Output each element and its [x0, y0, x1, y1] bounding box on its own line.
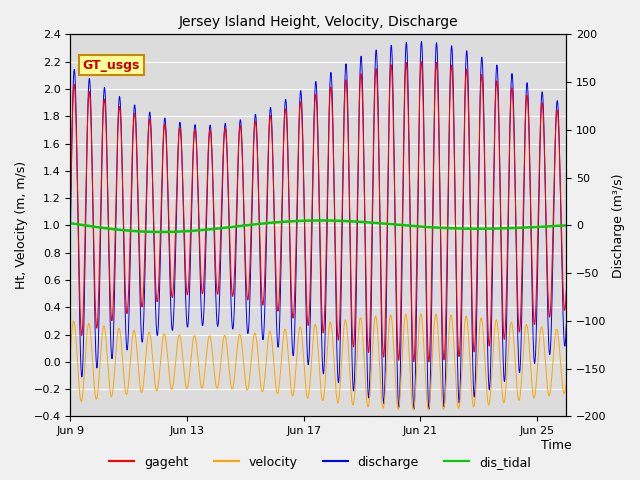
- Title: Jersey Island Height, Velocity, Discharge: Jersey Island Height, Velocity, Discharg…: [179, 15, 458, 29]
- Text: Time: Time: [541, 439, 572, 452]
- Text: GT_usgs: GT_usgs: [83, 59, 140, 72]
- Y-axis label: Discharge (m³/s): Discharge (m³/s): [612, 173, 625, 277]
- Y-axis label: Ht, Velocity (m, m/s): Ht, Velocity (m, m/s): [15, 161, 28, 289]
- Legend: gageht, velocity, discharge, dis_tidal: gageht, velocity, discharge, dis_tidal: [104, 451, 536, 474]
